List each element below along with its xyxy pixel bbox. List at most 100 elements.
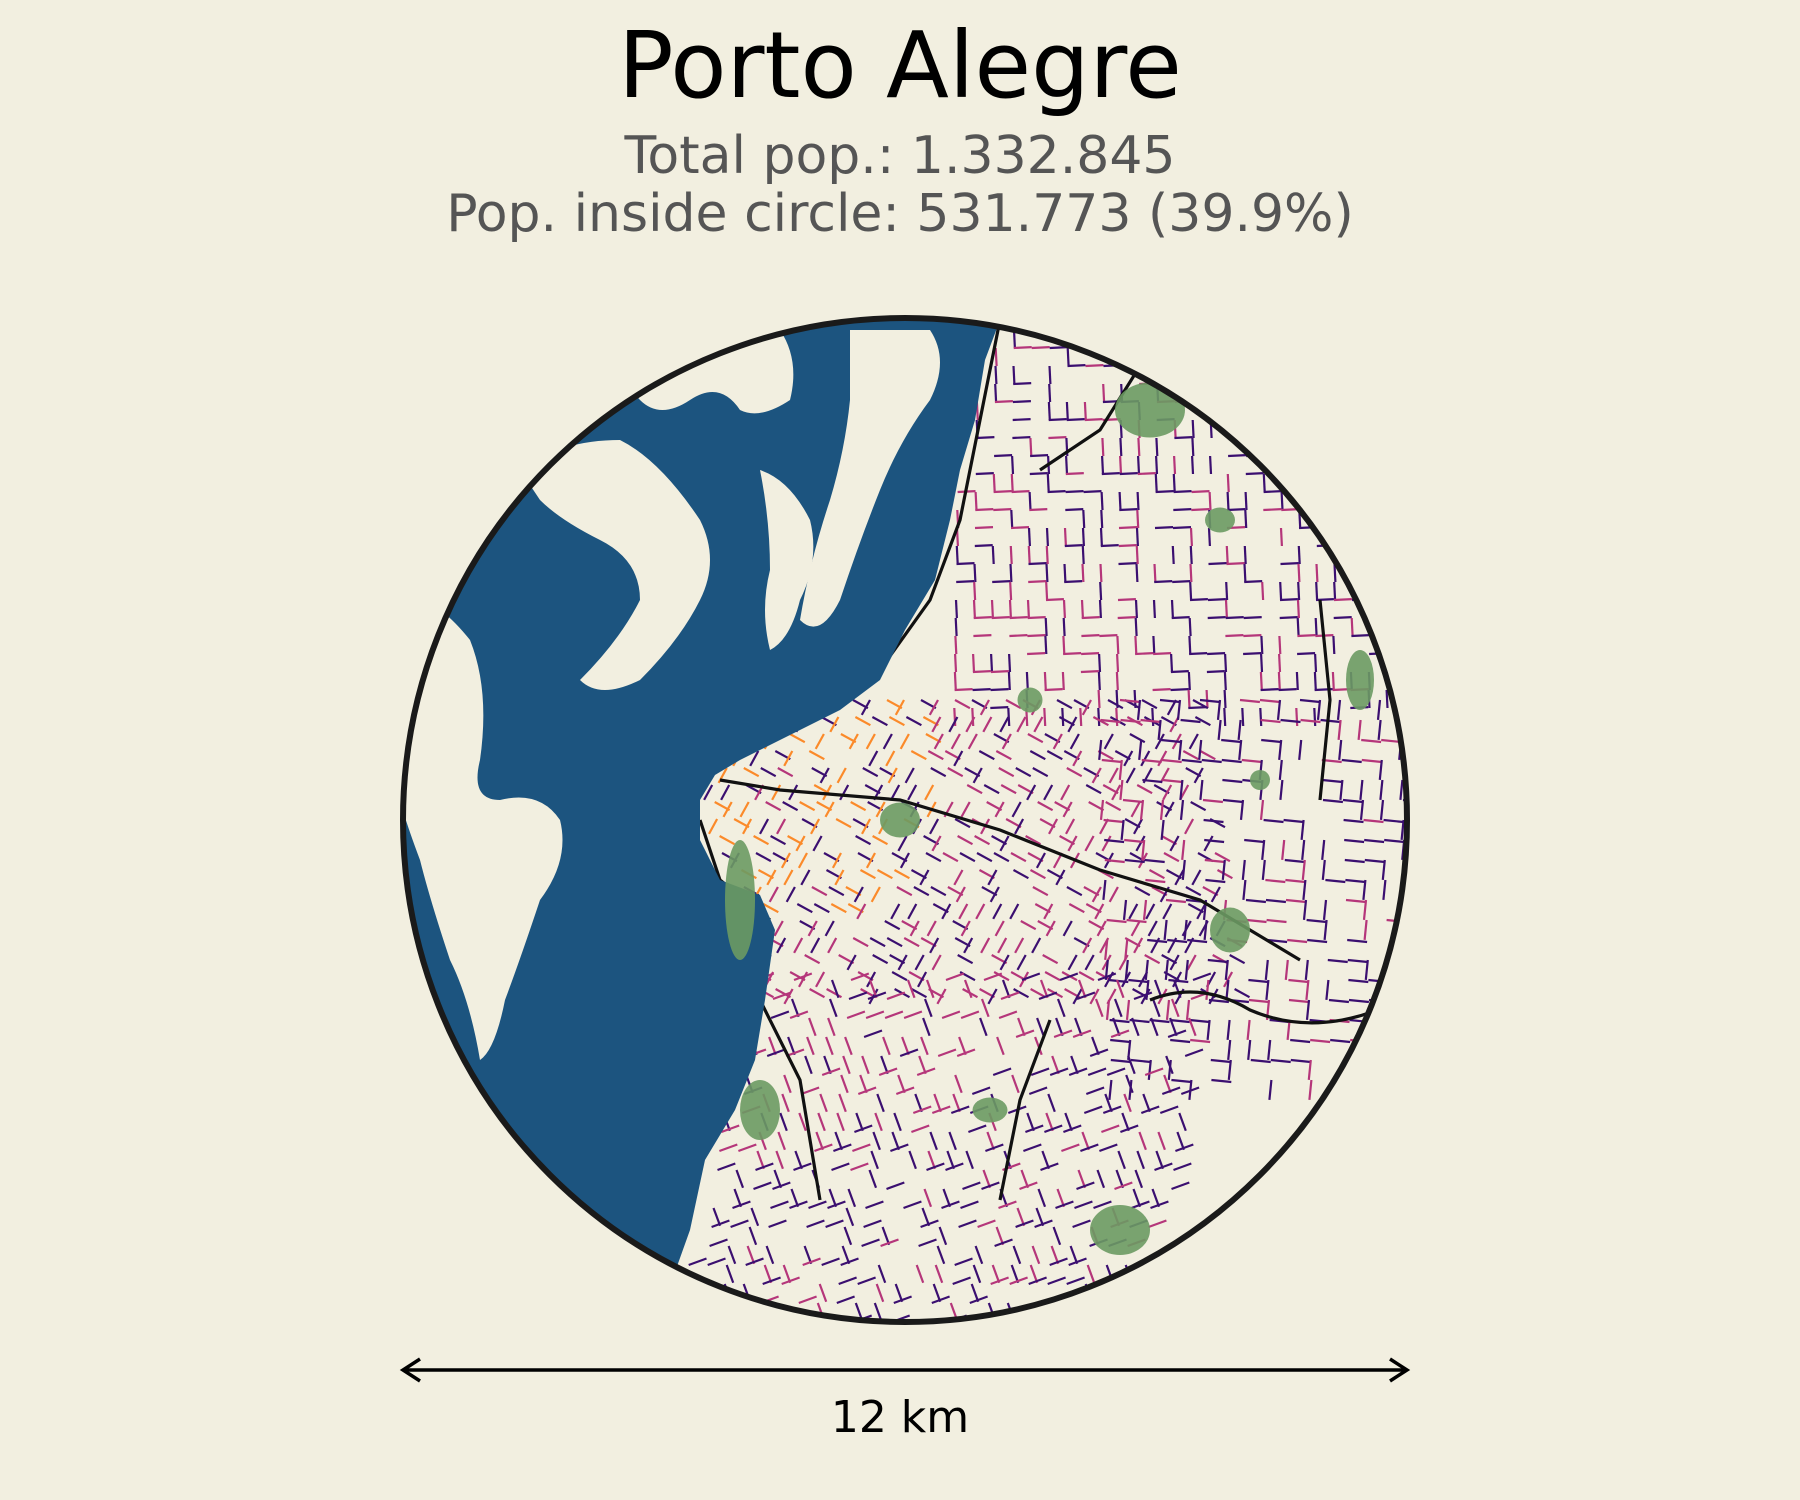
street-segment <box>1017 1017 1026 1037</box>
street-segment <box>830 979 840 999</box>
street-segment <box>960 1010 980 1020</box>
street-segment <box>738 1143 757 1153</box>
street-segment <box>1295 707 1299 727</box>
street-segment <box>882 1036 891 1056</box>
street-segment <box>994 365 998 385</box>
street-segment <box>1124 838 1145 844</box>
street-segment <box>1029 750 1046 761</box>
street-segment <box>1065 472 1084 476</box>
street-segment <box>1238 739 1243 761</box>
street-segment <box>1226 473 1230 493</box>
street-segment <box>750 1207 760 1227</box>
street-segment <box>1216 869 1233 880</box>
street-segment <box>727 1245 737 1265</box>
street-segment <box>1007 671 1011 691</box>
street-segment <box>1246 918 1267 924</box>
street-segment <box>994 920 1005 937</box>
street-segment <box>1010 526 1030 530</box>
street-segment <box>1135 527 1139 547</box>
street-segment <box>1162 778 1183 784</box>
street-segment <box>1045 1112 1054 1132</box>
street-segment <box>1300 718 1321 724</box>
street-segment <box>993 852 1010 863</box>
street-segment <box>806 1036 815 1056</box>
street-segment <box>1301 859 1306 881</box>
street-segment <box>861 1055 870 1075</box>
street-segment <box>831 1162 850 1172</box>
street-segment <box>1154 580 1173 584</box>
street-segment <box>1037 801 1054 812</box>
street-segment <box>1239 698 1261 704</box>
street-segment <box>1170 653 1174 673</box>
street-segment <box>1189 581 1193 601</box>
street-segment <box>836 1112 845 1132</box>
street-segment <box>1045 527 1049 547</box>
street-segment <box>937 1048 957 1058</box>
street-segment <box>1347 938 1368 944</box>
street-segment <box>1259 671 1263 691</box>
street-segment <box>1045 920 1056 937</box>
street-segment <box>1110 1029 1130 1039</box>
street-segment <box>1138 739 1143 761</box>
street-segment <box>1223 689 1227 709</box>
street-segment <box>1209 455 1213 475</box>
street-segment <box>1001 979 1011 999</box>
street-segment <box>1182 750 1199 761</box>
street-segment <box>1011 490 1030 494</box>
street-segment <box>865 1010 885 1020</box>
street-segment <box>915 1264 925 1284</box>
street-segment <box>957 835 974 846</box>
street-segment <box>1331 671 1335 691</box>
street-segment <box>1134 635 1138 655</box>
street-segment <box>868 750 879 767</box>
street-segment <box>1012 418 1031 422</box>
street-segment <box>1031 937 1042 954</box>
street-segment <box>1297 652 1316 656</box>
street-segment <box>1193 767 1204 784</box>
street-segment <box>1308 1079 1313 1101</box>
street-segment <box>1270 1058 1291 1064</box>
street-segment <box>1016 954 1027 971</box>
street-segment <box>1100 544 1119 548</box>
street-segment <box>969 1295 988 1305</box>
street-segment <box>1040 1162 1059 1172</box>
street-segment <box>1111 784 1122 801</box>
street-segment <box>1341 758 1362 764</box>
street-segment <box>1186 954 1197 971</box>
street-segment <box>972 1264 982 1284</box>
street-segment <box>1081 1131 1090 1151</box>
street-segment <box>804 954 821 965</box>
street-segment <box>1105 801 1122 812</box>
street-segment <box>1189 527 1193 547</box>
island-left <box>403 598 563 1060</box>
street-segment <box>1089 1048 1109 1058</box>
street-segment <box>1068 1067 1088 1077</box>
street-segment <box>979 699 990 716</box>
street-segment <box>800 1086 820 1096</box>
street-segment <box>770 835 787 846</box>
street-segment <box>905 716 922 727</box>
street-segment <box>1081 699 1092 716</box>
street-segment <box>1191 490 1210 494</box>
street-segment <box>808 1017 817 1037</box>
street-segment <box>1247 1039 1252 1061</box>
street-segment <box>766 1048 786 1058</box>
street-segment <box>955 886 966 903</box>
street-segment <box>1224 599 1228 619</box>
street-segment <box>1336 699 1342 721</box>
street-segment <box>1117 1150 1126 1170</box>
street-segment <box>897 1074 906 1094</box>
street-segment <box>1061 707 1065 727</box>
street-segment <box>897 835 908 852</box>
street-segment <box>1052 1226 1062 1246</box>
street-segment <box>1014 937 1025 954</box>
street-segment <box>749 750 760 767</box>
street-segment <box>1118 562 1137 566</box>
street-segment <box>768 1219 787 1229</box>
street-segment <box>1140 1105 1160 1115</box>
street-segment <box>707 1257 726 1267</box>
street-segment <box>973 581 977 601</box>
street-segment <box>1223 971 1234 988</box>
street-segment <box>1315 598 1334 602</box>
street-segment <box>746 1245 756 1265</box>
